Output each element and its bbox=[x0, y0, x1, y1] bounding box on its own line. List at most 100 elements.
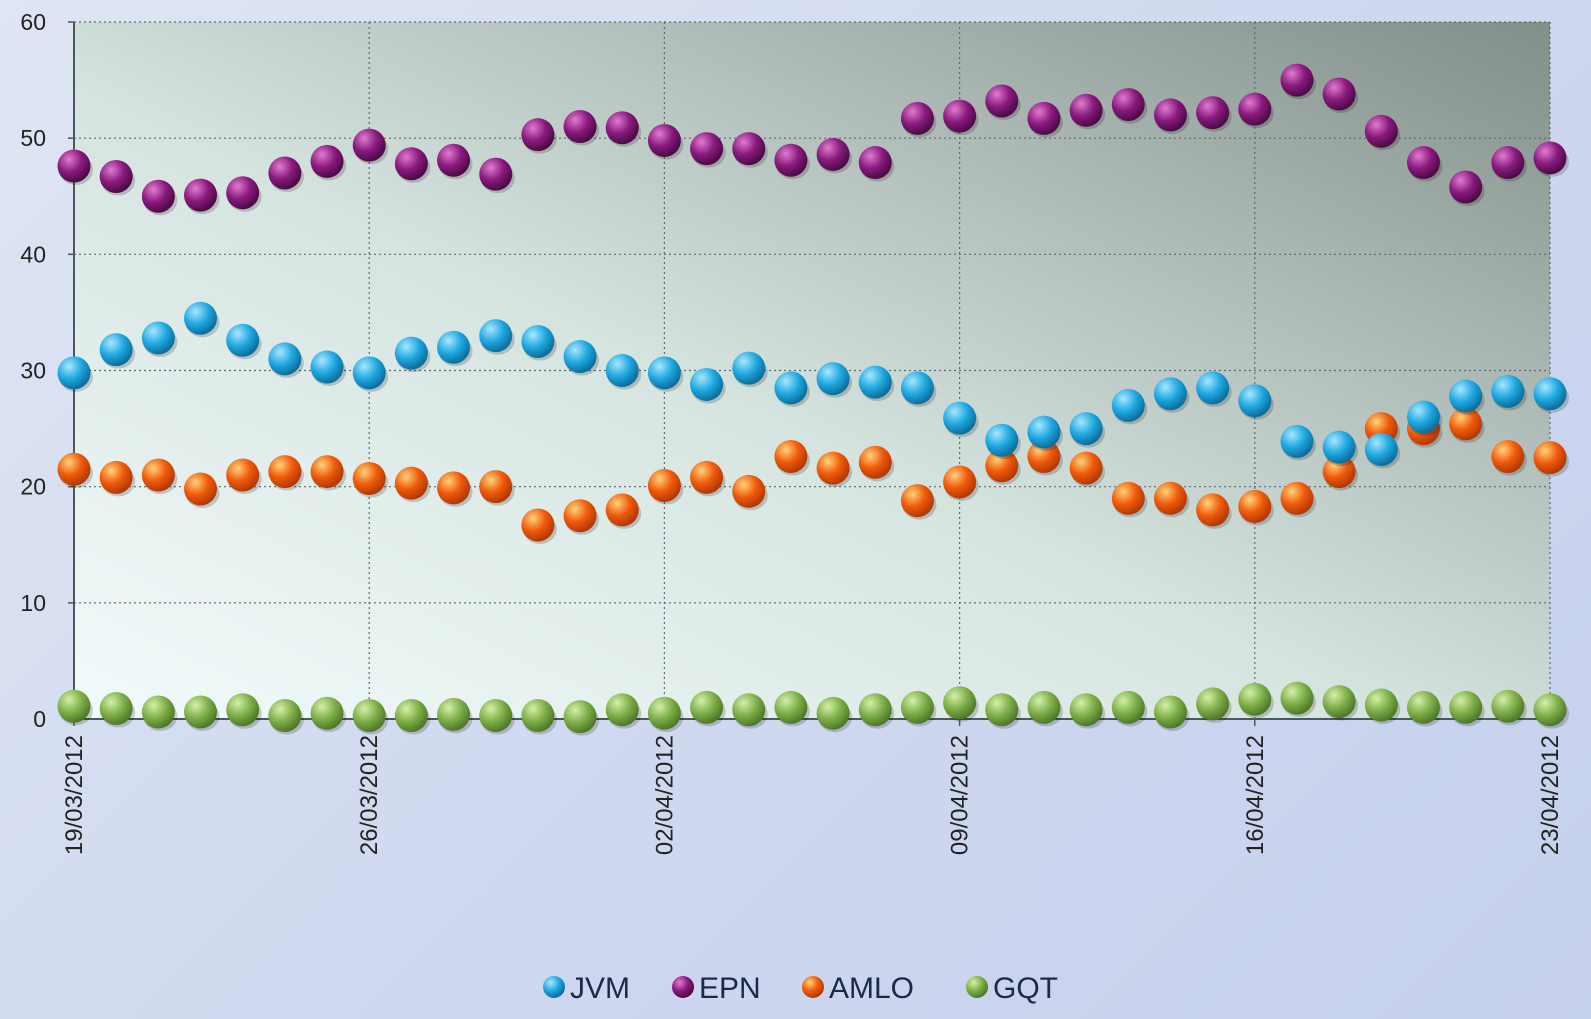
data-point-gqt bbox=[437, 697, 471, 731]
data-point-jvm bbox=[1449, 379, 1483, 413]
data-point-gqt bbox=[900, 690, 934, 724]
data-point-amlo bbox=[1111, 481, 1145, 515]
legend-marker-epn bbox=[672, 976, 694, 998]
data-point-epn bbox=[141, 179, 175, 213]
data-point-epn bbox=[563, 110, 597, 144]
x-tick-label: 16/04/2012 bbox=[1242, 735, 1269, 855]
data-point-epn bbox=[352, 128, 386, 162]
legend-marker-jvm bbox=[543, 976, 565, 998]
legend-item-amlo[interactable]: AMLO bbox=[802, 972, 914, 1005]
data-point-gqt bbox=[1111, 690, 1145, 724]
data-point-epn bbox=[1364, 114, 1398, 148]
data-point-gqt bbox=[858, 693, 892, 727]
data-point-epn bbox=[858, 146, 892, 180]
data-point-amlo bbox=[1196, 493, 1230, 527]
data-point-gqt bbox=[1280, 681, 1314, 715]
data-point-jvm bbox=[1111, 388, 1145, 422]
legend: JVM EPN AMLO GQT bbox=[543, 972, 1058, 1005]
legend-item-gqt[interactable]: GQT bbox=[966, 972, 1058, 1005]
data-point-epn bbox=[1069, 93, 1103, 127]
data-point-epn bbox=[900, 101, 934, 135]
data-point-epn bbox=[1280, 63, 1314, 97]
data-point-gqt bbox=[605, 693, 639, 727]
data-point-amlo bbox=[394, 466, 428, 500]
data-point-jvm bbox=[858, 365, 892, 399]
data-point-jvm bbox=[1406, 400, 1440, 434]
data-point-jvm bbox=[816, 362, 850, 396]
data-point-epn bbox=[268, 156, 302, 190]
y-tick-label: 50 bbox=[20, 125, 46, 151]
data-point-gqt bbox=[226, 693, 260, 727]
data-point-amlo bbox=[226, 458, 260, 492]
data-point-epn bbox=[521, 118, 555, 152]
data-point-jvm bbox=[57, 356, 91, 390]
data-point-gqt bbox=[1069, 693, 1103, 727]
data-point-jvm bbox=[1364, 432, 1398, 466]
legend-marker-gqt bbox=[966, 976, 988, 998]
data-point-gqt bbox=[394, 699, 428, 733]
data-point-amlo bbox=[690, 460, 724, 494]
data-point-amlo bbox=[816, 451, 850, 485]
y-tick-label: 60 bbox=[20, 9, 46, 35]
data-point-amlo bbox=[605, 493, 639, 527]
data-point-epn bbox=[605, 111, 639, 145]
data-point-gqt bbox=[99, 692, 133, 726]
data-point-gqt bbox=[268, 699, 302, 733]
data-point-jvm bbox=[1069, 412, 1103, 446]
data-point-epn bbox=[1533, 141, 1567, 175]
data-point-amlo bbox=[1238, 489, 1272, 523]
data-point-epn bbox=[1111, 87, 1145, 121]
data-point-amlo bbox=[985, 449, 1019, 483]
data-point-jvm bbox=[352, 356, 386, 390]
data-point-epn bbox=[1027, 101, 1061, 135]
data-point-amlo bbox=[99, 460, 133, 494]
legend-label-epn: EPN bbox=[699, 972, 761, 1005]
data-point-epn bbox=[57, 149, 91, 183]
legend-item-jvm[interactable]: JVM bbox=[543, 972, 630, 1005]
data-point-gqt bbox=[690, 690, 724, 724]
data-point-amlo bbox=[437, 471, 471, 505]
data-point-gqt bbox=[521, 699, 555, 733]
data-point-gqt bbox=[1406, 690, 1440, 724]
data-point-epn bbox=[310, 144, 344, 178]
data-point-amlo bbox=[141, 458, 175, 492]
data-point-jvm bbox=[690, 367, 724, 401]
data-point-epn bbox=[226, 176, 260, 210]
data-point-epn bbox=[690, 132, 724, 166]
data-point-amlo bbox=[774, 439, 808, 473]
data-point-amlo bbox=[563, 499, 597, 533]
data-point-gqt bbox=[141, 695, 175, 729]
data-point-jvm bbox=[647, 356, 681, 390]
data-point-jvm bbox=[479, 319, 513, 353]
data-point-jvm bbox=[1533, 377, 1567, 411]
y-tick-label: 10 bbox=[20, 590, 46, 616]
legend-item-epn[interactable]: EPN bbox=[672, 972, 761, 1005]
y-tick-label: 40 bbox=[20, 241, 46, 267]
data-point-gqt bbox=[1491, 689, 1525, 723]
data-point-epn bbox=[1238, 92, 1272, 126]
data-point-gqt bbox=[985, 693, 1019, 727]
data-point-epn bbox=[1406, 146, 1440, 180]
x-tick-label: 23/04/2012 bbox=[1537, 735, 1564, 855]
data-point-gqt bbox=[943, 686, 977, 720]
data-point-gqt bbox=[479, 699, 513, 733]
data-point-jvm bbox=[1238, 384, 1272, 418]
data-point-epn bbox=[1153, 98, 1187, 132]
data-point-jvm bbox=[985, 423, 1019, 457]
x-tick-label: 02/04/2012 bbox=[651, 735, 678, 855]
data-point-amlo bbox=[1491, 439, 1525, 473]
x-tick-label: 09/04/2012 bbox=[947, 735, 974, 855]
data-point-epn bbox=[479, 157, 513, 191]
data-point-epn bbox=[99, 160, 133, 194]
data-point-amlo bbox=[1533, 441, 1567, 475]
data-point-epn bbox=[1196, 96, 1230, 130]
data-point-gqt bbox=[774, 690, 808, 724]
y-tick-label: 30 bbox=[20, 358, 46, 384]
data-point-gqt bbox=[1238, 682, 1272, 716]
data-point-amlo bbox=[732, 474, 766, 508]
y-tick-label: 20 bbox=[20, 474, 46, 500]
data-point-amlo bbox=[57, 452, 91, 486]
data-point-amlo bbox=[1027, 439, 1061, 473]
data-point-jvm bbox=[1027, 415, 1061, 449]
